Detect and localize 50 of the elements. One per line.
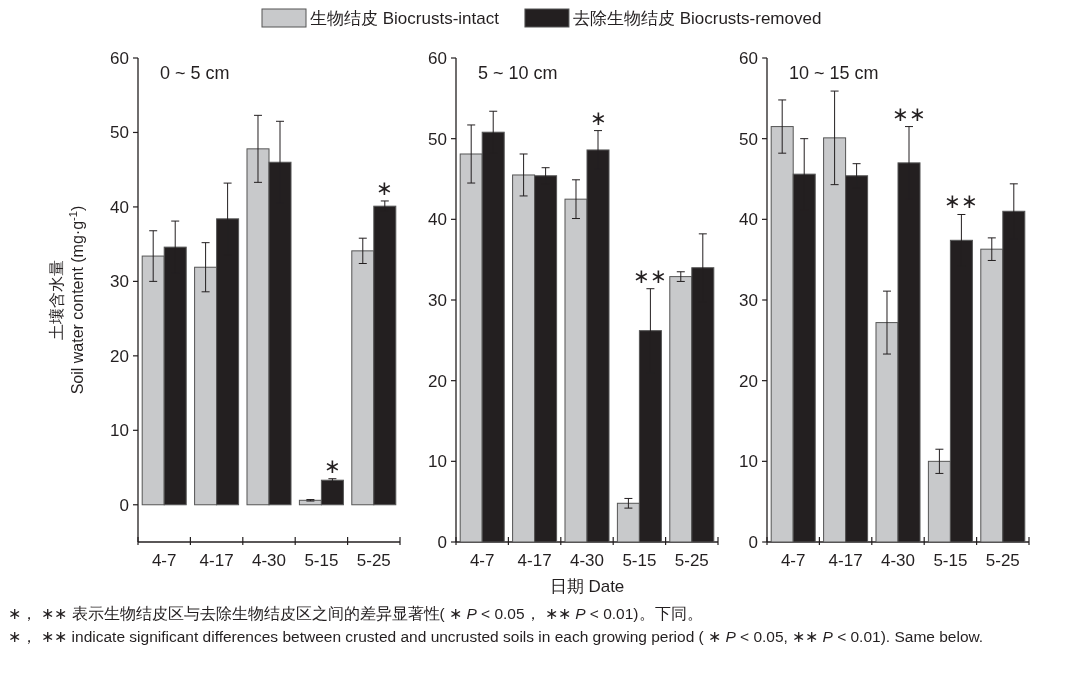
x-tick-label: 4-30 [569,551,605,570]
y-tick-label: 50 [110,123,129,143]
y-tick-label: 30 [428,291,447,310]
x-tick-label: 4-7 [780,551,806,570]
y-tick-label: 50 [428,129,447,149]
legend-label: 生物结皮 Biocrusts-intact [310,9,500,28]
y-tick-label: 40 [110,197,129,217]
y-tick-label: 20 [428,371,447,391]
y-tick-label: 10 [739,452,758,472]
y-tick-label: 40 [428,210,447,230]
y-tick-label: 0 [437,533,447,552]
data-label: ∗∗ [944,190,979,213]
y-tick-label: 60 [739,49,758,68]
data-label: ∗ [376,176,394,199]
x-tick-label: 5-15 [304,551,339,570]
y-tick-label: 0 [119,495,129,515]
chart-title: 5 ~ 10 cm [478,63,558,83]
x-tick-label: 4-17 [828,551,863,570]
legend-label: 去除生物结皮 Biocrusts-removed [572,9,822,28]
y-tick-label: 30 [739,291,758,310]
text: ∗， ∗∗ 表示生物结皮区与去除生物结皮区之间的差异显著性( ∗ P < 0.05， ∗∗ P < 0.01)。下同。 [8,604,704,624]
y-tick-label: 0 [748,533,758,552]
x-tick-label: 4-17 [199,551,234,570]
x-tick-label: 4-30 [880,551,916,570]
y-tick-label: 50 [739,129,758,149]
y-tick-label: 60 [110,49,129,68]
y-tick-label: 30 [110,272,129,292]
y-tick-label: 60 [428,49,447,68]
x-tick-label: 5-15 [622,551,657,570]
y-tick-label: 20 [739,371,758,391]
x-axis-title: 日期 Date [549,577,625,596]
data-label: ∗∗ [892,102,926,125]
text: ∗， ∗∗ indicate significant differences between crusted and uncrusted soils in each growing period ( ∗ P < 0.05, ∗∗ P < 0.01). Same below. [8,627,985,647]
x-tick-label: 5-25 [985,551,1020,570]
y-tick-label: 20 [110,346,129,366]
x-tick-label: 4-7 [469,551,495,570]
x-tick-label: 5-25 [674,551,709,570]
x-tick-label: 4-17 [517,551,552,570]
data-label: ∗∗ [633,264,668,287]
y-tick-label: 10 [110,421,129,441]
y-tick-label: 10 [428,452,447,472]
chart-title: 10 ~ 15 cm [789,63,879,83]
data-label: ∗ [589,106,607,129]
y-tick-label: 40 [739,210,758,230]
chart-title: 0 ~ 5 cm [160,63,230,83]
data-label: ∗ [323,454,341,477]
x-tick-label: 5-15 [933,551,968,570]
x-tick-label: 4-7 [151,551,177,570]
x-tick-label: 4-30 [251,551,287,570]
x-tick-label: 5-25 [356,551,391,570]
